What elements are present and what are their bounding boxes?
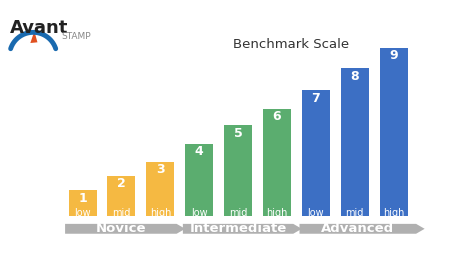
- Bar: [108, 176, 136, 216]
- Text: low: low: [191, 208, 208, 218]
- Text: high: high: [150, 208, 171, 218]
- Text: 5: 5: [234, 127, 242, 140]
- Bar: [185, 144, 213, 216]
- Polygon shape: [30, 31, 37, 43]
- Text: Benchmark Scale: Benchmark Scale: [233, 38, 349, 51]
- Text: Intermediate: Intermediate: [190, 222, 287, 235]
- Text: low: low: [74, 208, 91, 218]
- Text: 3: 3: [156, 163, 164, 176]
- Text: 9: 9: [389, 49, 398, 62]
- Bar: [302, 91, 330, 216]
- Text: 8: 8: [350, 70, 359, 83]
- Bar: [263, 109, 291, 216]
- Polygon shape: [65, 224, 185, 234]
- Polygon shape: [183, 224, 302, 234]
- Polygon shape: [300, 224, 425, 234]
- Text: Novice: Novice: [96, 222, 146, 235]
- Text: STAMP: STAMP: [62, 32, 91, 41]
- Text: mid: mid: [229, 208, 247, 218]
- Bar: [224, 125, 252, 216]
- Bar: [146, 162, 174, 216]
- Text: 6: 6: [273, 110, 281, 123]
- Bar: [69, 190, 97, 216]
- Text: low: low: [308, 208, 324, 218]
- Text: mid: mid: [346, 208, 364, 218]
- Text: 4: 4: [195, 145, 203, 158]
- Text: high: high: [383, 208, 404, 218]
- Text: high: high: [266, 208, 288, 218]
- Text: 7: 7: [311, 92, 320, 105]
- Text: 1: 1: [78, 192, 87, 205]
- Text: Advanced: Advanced: [321, 222, 394, 235]
- Text: 2: 2: [117, 177, 126, 190]
- Bar: [341, 68, 369, 216]
- Text: mid: mid: [112, 208, 131, 218]
- Bar: [380, 48, 408, 216]
- Text: Avant: Avant: [9, 19, 68, 37]
